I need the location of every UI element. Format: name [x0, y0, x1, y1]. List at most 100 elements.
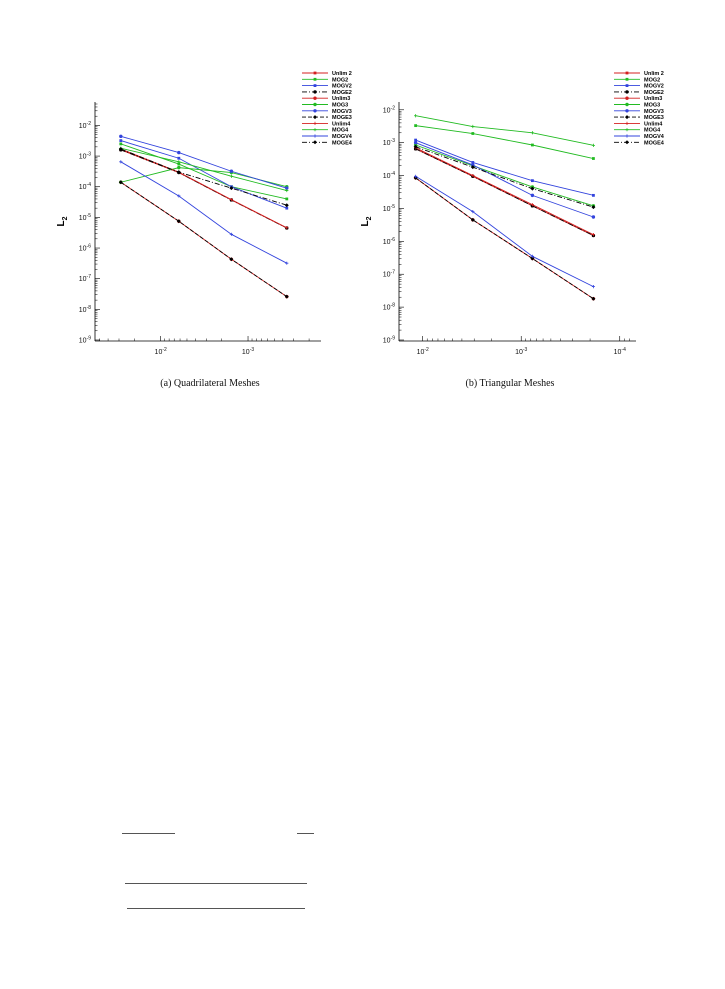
data-point: [471, 210, 475, 214]
legend-label: MOGE4: [644, 140, 665, 146]
legend-label: Unlim3: [644, 96, 662, 102]
series-line-6: [120, 135, 287, 189]
data-point: [414, 138, 418, 142]
data-point: [285, 188, 289, 193]
x-tick-label: 10-2: [417, 347, 429, 356]
legend-marker: [625, 140, 629, 145]
y-tick-label: 10-4: [383, 171, 395, 180]
legend-marker: [625, 128, 629, 132]
data-point: [592, 193, 595, 197]
series-line-7: [415, 177, 594, 300]
chart-triangular: 10-2 10-3 10-4 10-5 10-6 10-7 10-8 10-9 10-2 10-3…: [360, 71, 665, 356]
data-point: [530, 131, 535, 135]
y-tick-label: 10-3: [79, 152, 91, 161]
data-point: [471, 163, 475, 167]
data-point: [531, 179, 534, 183]
y-tick-label: 10-7: [79, 274, 91, 283]
legend-label: MOG4: [644, 128, 661, 134]
y-tick-label: 10-5: [383, 204, 395, 213]
y-axis-title: L2: [56, 216, 69, 226]
caption-quadrilateral: (a) Quadrilateral Meshes: [160, 378, 260, 389]
data-point: [470, 165, 475, 170]
series-line-7: [120, 181, 288, 298]
data-point: [591, 233, 596, 237]
y-tick-label: 10-6: [79, 244, 91, 253]
legend-marker: [313, 90, 317, 94]
data-point: [591, 143, 596, 147]
y-tick-label: 10-8: [79, 305, 91, 314]
footnote-rule: [127, 908, 305, 909]
legend-label: MOGV2: [644, 84, 664, 90]
series-line-9: [415, 115, 594, 146]
legend-label: MOGE2: [644, 90, 664, 96]
data-point: [119, 134, 123, 139]
legend-marker: [313, 84, 317, 87]
data-point: [530, 254, 535, 258]
legend-marker: [625, 77, 629, 81]
data-point: [177, 160, 181, 164]
legend-marker: [625, 96, 629, 100]
data-point: [531, 143, 534, 147]
footnote-rule: [297, 833, 314, 834]
data-point: [229, 257, 234, 262]
data-point: [530, 186, 535, 191]
y-tick-label: 10-6: [383, 237, 395, 246]
legend-marker: [625, 115, 629, 120]
data-point: [177, 150, 181, 155]
series-line-9: [120, 147, 287, 191]
x-tick-label: 10-3: [515, 347, 527, 356]
legend-label: Unlim3: [332, 96, 350, 102]
data-point: [229, 186, 234, 191]
series-line-1: [415, 125, 594, 159]
legend-marker: [313, 134, 317, 138]
data-point: [591, 285, 596, 289]
legend-label: MOG2: [644, 77, 660, 83]
chart-quadrilateral: 10-2 10-3 10-4 10-5 10-6 10-7 10-8 10-9 10-2 10-3…: [56, 71, 353, 356]
data-point: [229, 169, 234, 173]
legend-marker: [625, 109, 629, 113]
legend-marker: [313, 109, 317, 113]
data-point: [471, 124, 475, 129]
data-point: [229, 174, 234, 178]
data-point: [591, 215, 596, 219]
data-point: [118, 147, 123, 152]
legend-marker: [313, 71, 317, 75]
legend-label: Unlim4: [644, 121, 663, 127]
legend-label: MOG3: [644, 103, 660, 109]
legend-marker: [313, 77, 317, 81]
data-point: [470, 217, 475, 222]
series-line-6: [415, 142, 594, 218]
series-line-1: [120, 143, 287, 200]
legend-marker: [625, 71, 629, 75]
y-axis-title: L2: [360, 216, 373, 226]
y-tick-label: 10-9: [383, 336, 395, 345]
data-point: [285, 226, 289, 230]
series-line-3: [415, 148, 594, 236]
data-point: [285, 206, 289, 210]
x-tick-label: 10-2: [155, 347, 167, 356]
x-tick-label: 10-4: [614, 347, 626, 356]
legend-marker: [313, 128, 317, 132]
x-tick-label: 10-3: [242, 347, 254, 356]
legend-marker: [313, 140, 317, 145]
legend-marker: [313, 121, 317, 125]
data-point: [229, 198, 234, 202]
y-tick-label: 10-2: [79, 121, 91, 130]
data-point: [471, 173, 475, 178]
data-point: [119, 160, 123, 164]
y-tick-label: 10-8: [383, 303, 395, 312]
data-point: [229, 232, 234, 236]
legend-marker: [313, 115, 317, 120]
legend-marker: [313, 96, 317, 100]
legend-marker: [625, 134, 629, 138]
legend-label: MOG4: [332, 128, 349, 134]
legend-label: MOGV4: [332, 134, 353, 140]
data-point: [530, 193, 535, 198]
data-point: [285, 186, 289, 190]
legend-label: MOGV3: [332, 109, 352, 115]
legend-label: MOG3: [332, 103, 348, 109]
y-tick-label: 10-4: [79, 182, 91, 191]
legend-label: MOG2: [332, 77, 348, 83]
legend-marker: [625, 102, 629, 107]
legend-label: Unlim 2: [644, 71, 664, 77]
